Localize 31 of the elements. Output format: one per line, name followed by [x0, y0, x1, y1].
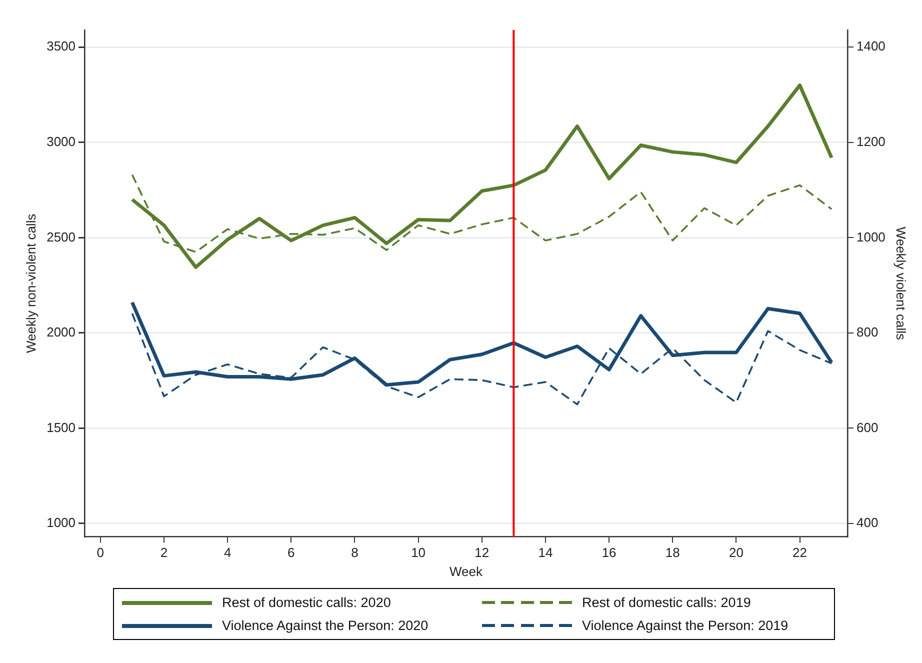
y2-tick-label: 600 — [856, 420, 878, 435]
y2-tick-label: 800 — [856, 324, 878, 340]
y-tick-label: 3500 — [46, 38, 76, 54]
x-tick-label: 10 — [411, 545, 426, 560]
y-tick-label: 1000 — [46, 515, 76, 530]
x-tick-label: 20 — [728, 545, 744, 560]
y2-tick-label: 400 — [856, 515, 878, 530]
y2-tick-label: 1400 — [856, 38, 886, 54]
y2-tick-label: 1000 — [856, 229, 886, 244]
y-axis-title: Weekly non-violent calls — [23, 213, 38, 354]
y-tick-label: 1500 — [46, 420, 76, 435]
x-tick-label: 12 — [474, 545, 490, 560]
legend-label: Violence Against the Person: 2019 — [582, 618, 788, 633]
legend-label: Rest of domestic calls: 2019 — [582, 595, 751, 610]
legend-label: Violence Against the Person: 2020 — [222, 618, 428, 633]
y-tick-label: 2000 — [46, 324, 76, 340]
x-tick-label: 18 — [665, 545, 680, 560]
x-tick-label: 8 — [351, 545, 358, 560]
x-tick-label: 22 — [792, 545, 808, 560]
x-tick-label: 2 — [160, 545, 168, 560]
x-tick-label: 4 — [224, 545, 232, 560]
y2-tick-label: 1200 — [856, 134, 886, 149]
x-tick-label: 6 — [288, 545, 295, 560]
y-tick-label: 2500 — [46, 229, 76, 244]
x-axis-title: Week — [450, 564, 483, 579]
x-tick-label: 0 — [96, 545, 104, 560]
y-tick-label: 3000 — [46, 134, 76, 149]
y2-axis-title: Weekly violent calls — [894, 226, 909, 340]
x-tick-label: 14 — [538, 545, 553, 560]
legend-label: Rest of domestic calls: 2020 — [222, 595, 391, 610]
x-tick-label: 16 — [602, 545, 616, 560]
